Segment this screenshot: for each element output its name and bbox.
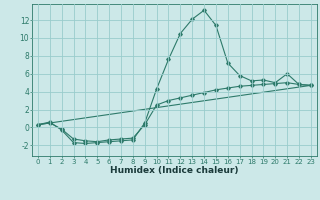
X-axis label: Humidex (Indice chaleur): Humidex (Indice chaleur) (110, 166, 239, 175)
